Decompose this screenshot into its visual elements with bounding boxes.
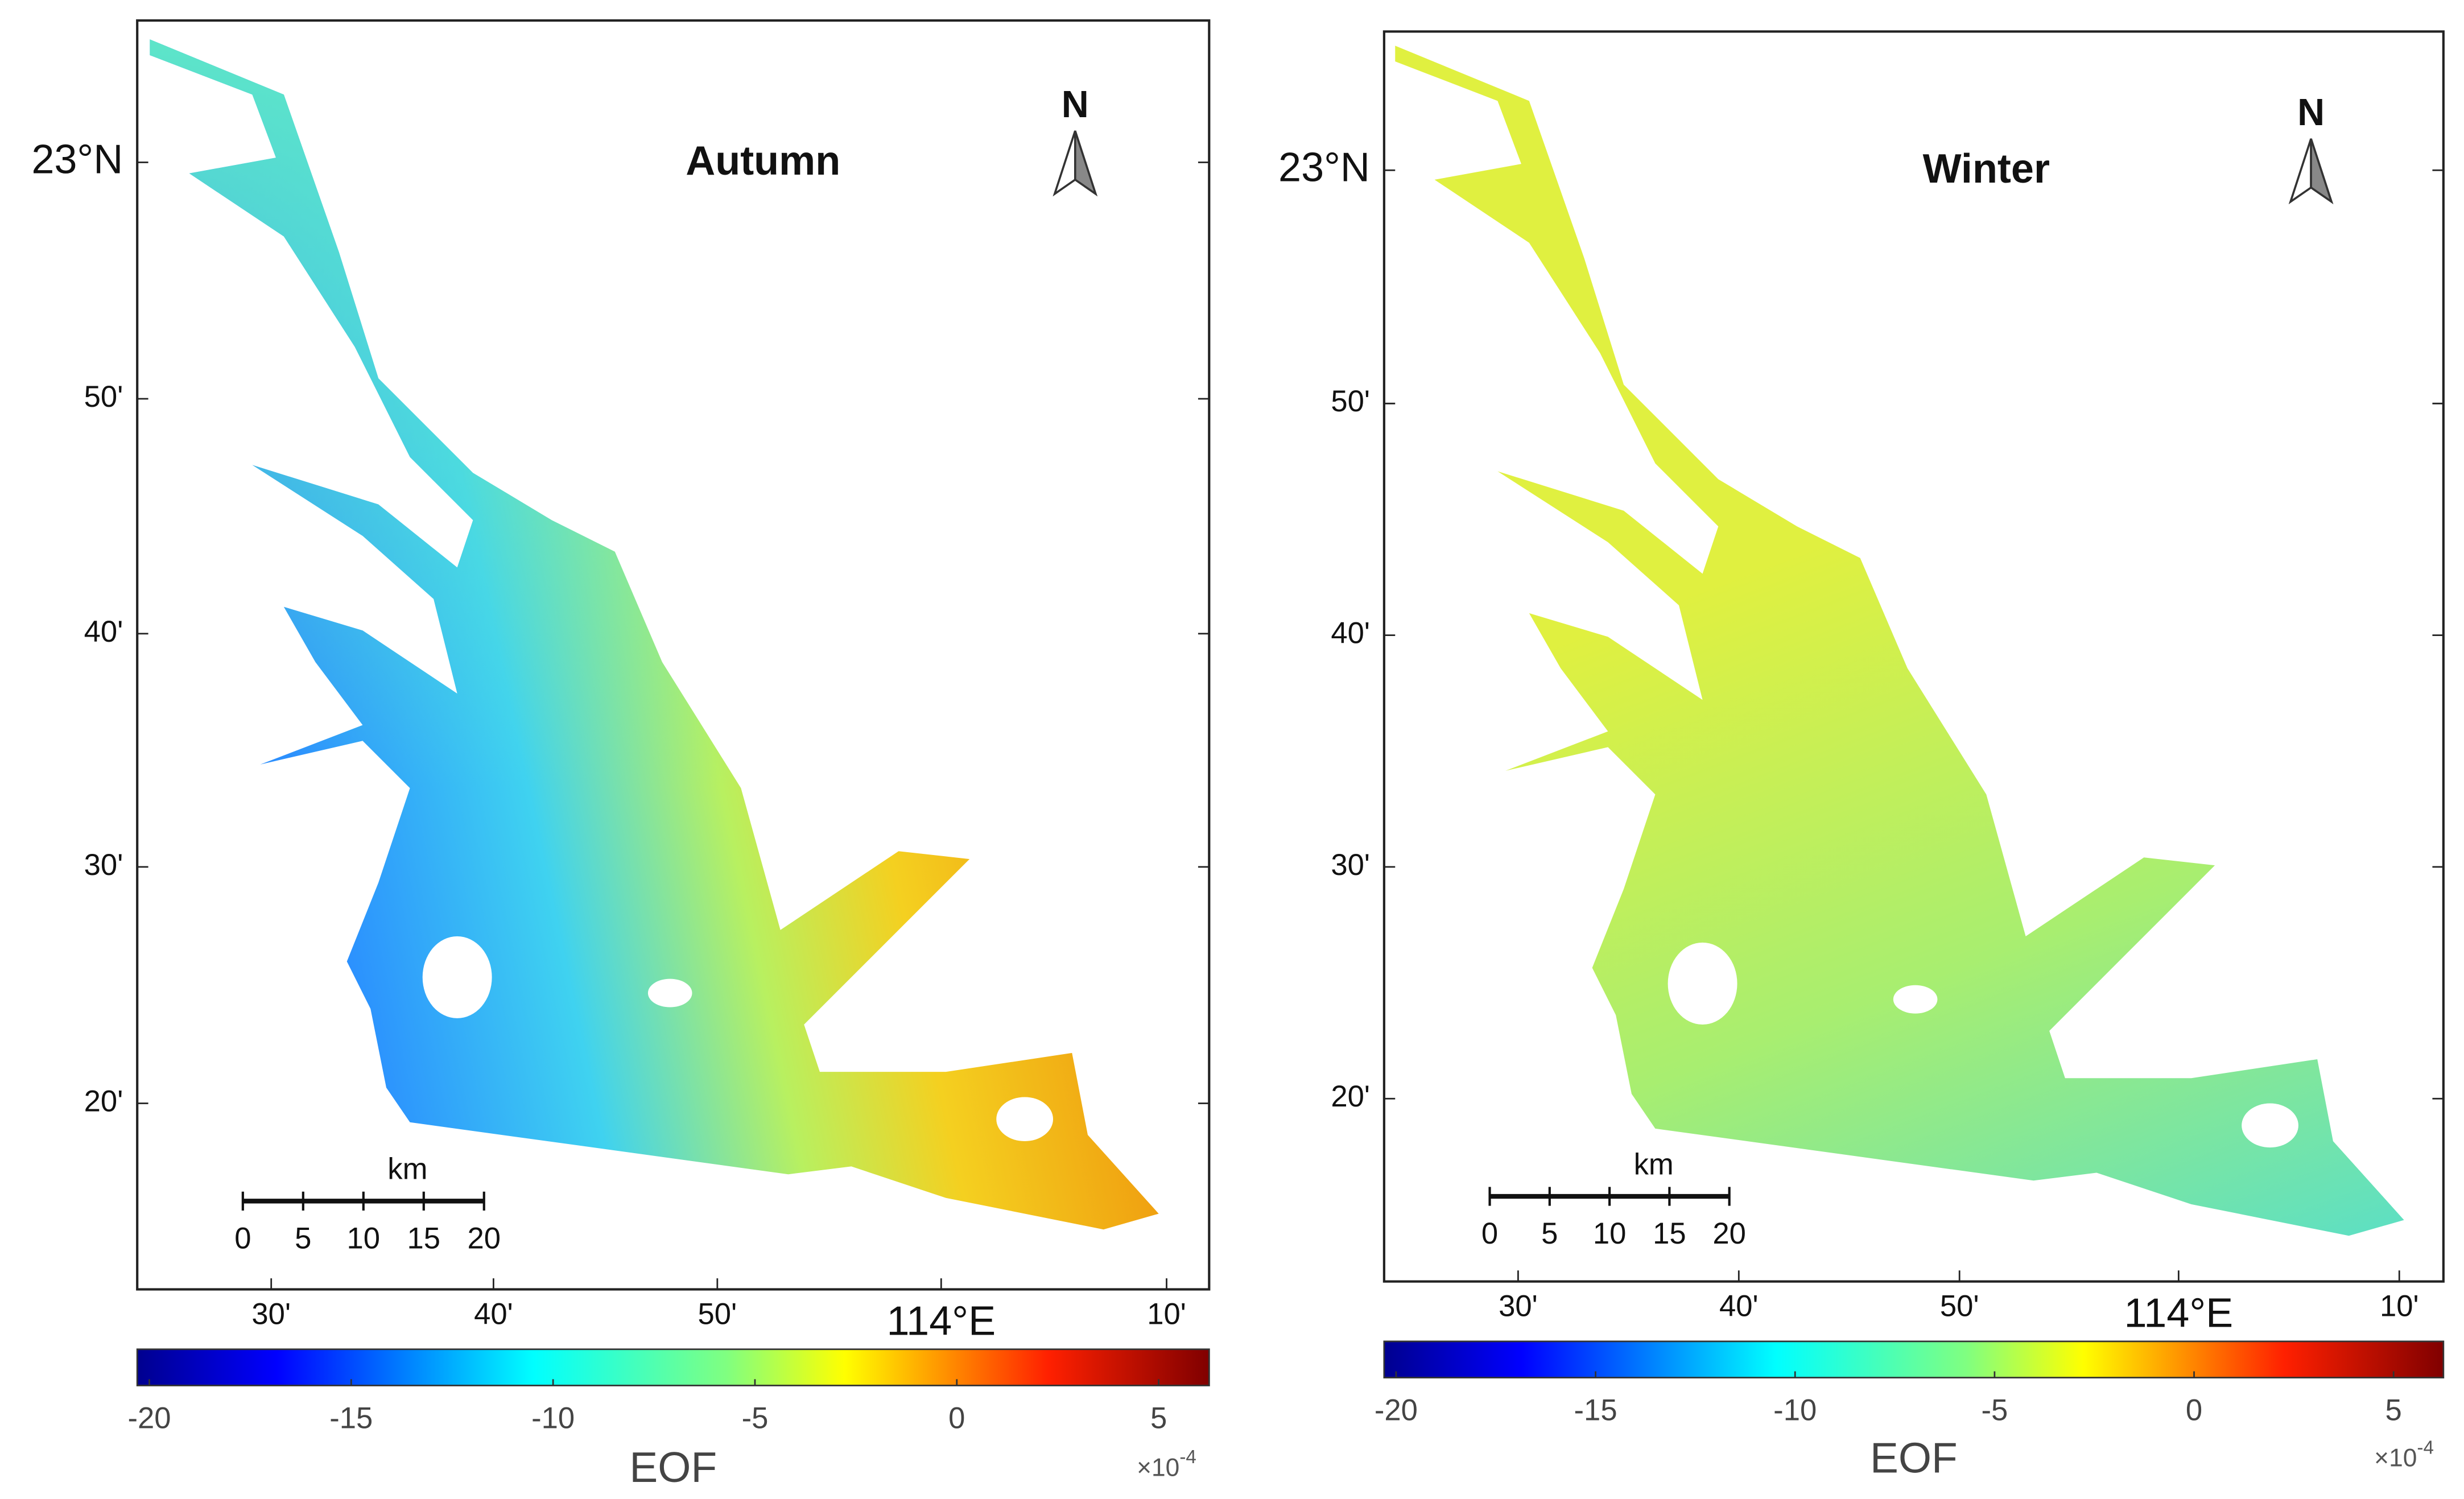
scale-label: 15 xyxy=(1653,1217,1686,1250)
multiplier-exponent: -4 xyxy=(1179,1447,1196,1468)
north-arrow xyxy=(2288,138,2312,205)
north-arrow xyxy=(1053,130,1076,197)
panel-title: Autumn xyxy=(686,138,840,184)
scale-label: 20 xyxy=(467,1222,501,1256)
longitude-label: 30' xyxy=(251,1297,291,1331)
latitude-label: 30' xyxy=(1331,848,1370,882)
latitude-label: 23°N xyxy=(31,137,123,182)
colorbar-title: EOF xyxy=(629,1443,717,1491)
north-arrow xyxy=(1074,130,1098,197)
colorbar-label: -5 xyxy=(742,1401,769,1435)
map-frame xyxy=(136,19,1211,1291)
scale-unit: km xyxy=(387,1153,427,1186)
longitude-label: 10' xyxy=(1147,1297,1186,1331)
colorbar xyxy=(136,1348,1210,1386)
colorbar-label: -15 xyxy=(329,1401,373,1435)
scale-label: 10 xyxy=(347,1222,381,1256)
panel-title: Winter xyxy=(1923,146,2050,192)
colorbar-label: 0 xyxy=(2186,1394,2202,1427)
multiplier-base: ×10 xyxy=(2374,1444,2417,1472)
longitude-label: 40' xyxy=(1719,1290,1759,1323)
colorbar-label: -15 xyxy=(1574,1394,1617,1427)
north-label: N xyxy=(1062,84,1089,126)
latitude-label: 40' xyxy=(84,615,123,649)
map-autumn xyxy=(150,39,1159,1230)
longitude-label: 30' xyxy=(1499,1290,1538,1323)
latitude-label: 50' xyxy=(84,380,123,414)
longitude-label: 114°E xyxy=(886,1298,996,1344)
colorbar-label: -5 xyxy=(1981,1394,2008,1427)
colorbar-label: -20 xyxy=(1375,1394,1418,1427)
latitude-label: 23°N xyxy=(1278,144,1370,190)
colorbar-label: -10 xyxy=(531,1401,575,1435)
longitude-label: 50' xyxy=(1940,1290,1979,1323)
multiplier-base: ×10 xyxy=(1137,1453,1179,1481)
colorbar-multiplier: ×10-4 xyxy=(2374,1437,2434,1472)
latitude-label: 20' xyxy=(84,1084,123,1118)
latitude-label: 30' xyxy=(84,848,123,882)
colorbar-label: -20 xyxy=(127,1401,171,1435)
scale-label: 20 xyxy=(1712,1217,1746,1250)
colorbar-label: 0 xyxy=(948,1401,965,1435)
map-frame xyxy=(1382,30,2445,1283)
map-panel: 23°N 50' 40' 30' 20' 30' 40' 50' 114°E 10' Winter N… xyxy=(1278,30,2445,1481)
map-panel: 23°N 50' 40' 30' 20' 30' 40' 50' 114°E 10' Autumn N… xyxy=(31,19,1211,1491)
scale-label: 5 xyxy=(295,1222,311,1256)
scale-label: 5 xyxy=(1541,1217,1558,1250)
scale-unit: km xyxy=(1634,1147,1674,1181)
north-label: N xyxy=(2297,92,2325,134)
north-arrow xyxy=(2310,138,2334,205)
scale-label: 10 xyxy=(1593,1217,1627,1250)
colorbar xyxy=(1383,1340,2445,1379)
scale-label: 0 xyxy=(1481,1217,1498,1250)
colorbar-multiplier: ×10-4 xyxy=(1137,1447,1196,1481)
scale-label: 15 xyxy=(407,1222,441,1256)
multiplier-exponent: -4 xyxy=(2417,1437,2434,1458)
map-winter xyxy=(1395,46,2404,1236)
latitude-label: 50' xyxy=(1331,385,1370,418)
longitude-label: 50' xyxy=(698,1297,737,1331)
colorbar-label: 5 xyxy=(2385,1394,2402,1427)
longitude-label: 40' xyxy=(474,1297,513,1331)
latitude-label: 20' xyxy=(1331,1080,1370,1113)
colorbar-label: 5 xyxy=(1150,1401,1167,1435)
latitude-label: 40' xyxy=(1331,617,1370,650)
scale-label: 0 xyxy=(234,1222,251,1256)
colorbar-label: -10 xyxy=(1773,1394,1817,1427)
longitude-label: 114°E xyxy=(2124,1291,2234,1336)
longitude-label: 10' xyxy=(2380,1290,2419,1323)
colorbar-title: EOF xyxy=(1870,1434,1958,1481)
